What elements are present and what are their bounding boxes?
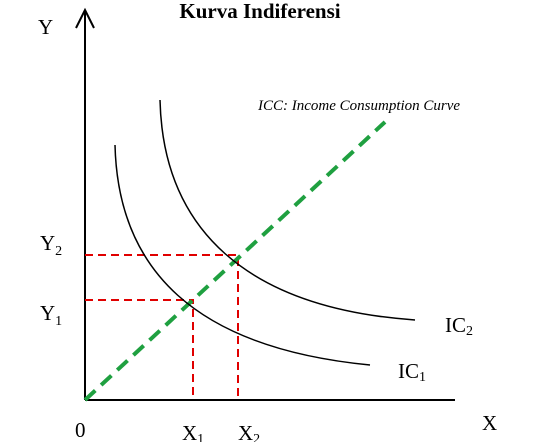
x2-label: X2 (238, 421, 260, 442)
title: Kurva Indiferensi (179, 0, 340, 23)
icc-label: ICC: Income Consumption Curve (257, 98, 460, 114)
ic1-label: IC1 (398, 359, 426, 385)
y-arrow (75, 7, 95, 29)
origin-label: 0 (75, 418, 86, 442)
guide-1 (85, 299, 194, 400)
y1-label: Y1 (40, 301, 62, 329)
ic2-curve (159, 99, 416, 321)
x-axis-label: X (482, 411, 497, 435)
guide-2 (85, 254, 239, 400)
ic1-curve (114, 144, 371, 366)
x1-label: X1 (182, 421, 204, 442)
y2-label: Y2 (40, 231, 62, 259)
ic2-label: IC2 (445, 313, 473, 339)
y-axis-label: Y (38, 15, 53, 39)
